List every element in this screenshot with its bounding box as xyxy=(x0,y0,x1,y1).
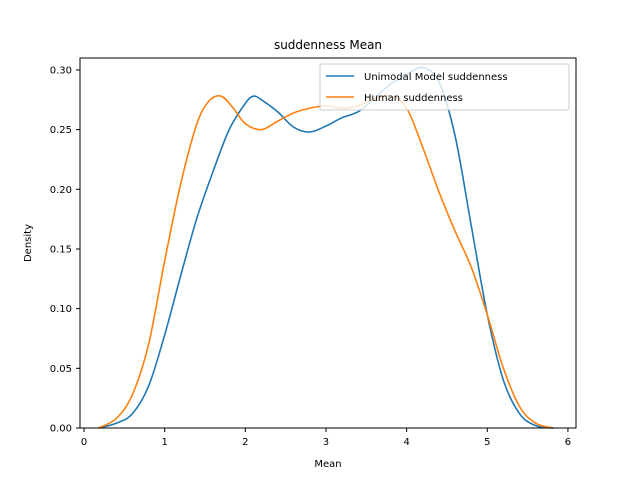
y-tick-label: 0.05 xyxy=(50,364,72,375)
series-layer xyxy=(98,66,554,429)
y-tick-label: 0.10 xyxy=(50,304,72,315)
y-tick-label: 0.00 xyxy=(50,424,72,435)
x-axis-label: Mean xyxy=(314,459,341,470)
y-tick-label: 0.20 xyxy=(50,185,72,196)
y-axis: 0.00 0.05 0.10 0.15 0.20 0.25 0.30 xyxy=(50,65,80,435)
x-tick-label: 1 xyxy=(161,437,167,448)
legend-label-human: Human suddenness xyxy=(364,93,463,104)
x-tick-label: 5 xyxy=(484,437,490,448)
legend: Unimodal Model suddenness Human suddenne… xyxy=(319,63,570,111)
chart-title: suddenness Mean xyxy=(274,38,382,52)
y-tick-label: 0.25 xyxy=(50,125,72,136)
x-tick-label: 6 xyxy=(565,437,571,448)
series-line-human xyxy=(98,94,554,429)
x-tick-label: 3 xyxy=(323,437,329,448)
x-axis: 0 1 2 3 4 5 6 xyxy=(81,428,571,448)
x-tick-label: 0 xyxy=(81,437,87,448)
y-tick-label: 0.30 xyxy=(50,65,72,76)
legend-label-unimodal: Unimodal Model suddenness xyxy=(364,72,508,83)
x-tick-label: 4 xyxy=(403,437,409,448)
x-tick-label: 2 xyxy=(242,437,248,448)
legend-box xyxy=(319,63,570,111)
series-line-unimodal xyxy=(98,66,554,429)
y-tick-label: 0.15 xyxy=(50,244,72,255)
y-axis-label: Density xyxy=(23,224,34,262)
plot-frame xyxy=(79,57,577,429)
